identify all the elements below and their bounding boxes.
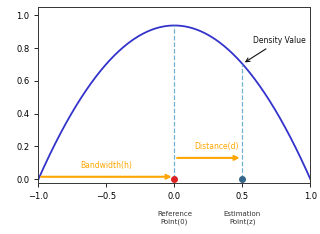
Text: Distance(d): Distance(d) — [194, 142, 239, 151]
Text: Reference
Point(0): Reference Point(0) — [157, 211, 192, 225]
Text: Density Value: Density Value — [246, 36, 306, 62]
Text: Bandwidth(h): Bandwidth(h) — [80, 161, 132, 170]
Text: Estimation
Point(z): Estimation Point(z) — [224, 211, 261, 225]
